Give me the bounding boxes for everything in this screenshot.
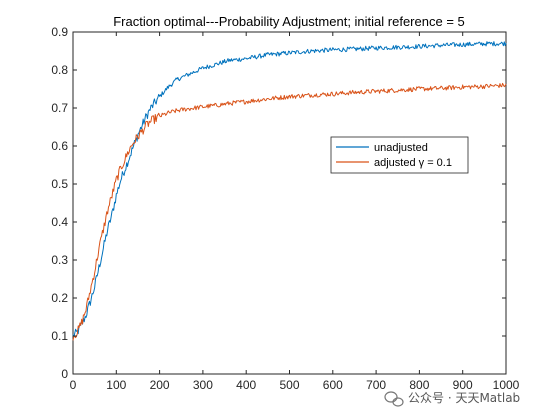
x-tick-label: 900 [453, 378, 473, 392]
x-tick-label: 200 [150, 378, 170, 392]
y-tick-label: 0.1 [51, 329, 68, 343]
x-tick-label: 700 [366, 378, 386, 392]
watermark: 公众号 · 天天Matlab [384, 391, 520, 407]
x-tick-label: 600 [323, 378, 343, 392]
x-tick-label: 0 [70, 378, 77, 392]
y-tick-label: 0.4 [51, 215, 68, 229]
y-tick-label: 0.7 [51, 101, 68, 115]
x-tick-label: 800 [409, 378, 429, 392]
legend: unadjusted adjusted γ = 0.1 [330, 136, 469, 174]
x-tick-label: 300 [193, 378, 213, 392]
y-tick-label: 0.3 [51, 253, 68, 267]
chart-title: Fraction optimal---Probability Adjustmen… [113, 14, 465, 29]
axes-box [72, 31, 507, 375]
y-tick-label: 0.6 [51, 139, 68, 153]
tick-layer: 0 100 200 300 400 500 600 700 800 900 1000 0 0.1 0.2 0… [51, 25, 519, 392]
y-tick-label: 0.5 [51, 177, 68, 191]
series-layer [72, 41, 507, 341]
legend-label-adjusted: adjusted γ = 0.1 [374, 157, 452, 169]
x-tick-label: 400 [236, 378, 256, 392]
legend-label-unadjusted: unadjusted [374, 142, 428, 154]
y-tick-label: 0 [61, 367, 68, 381]
y-tick-label: 0.2 [51, 291, 68, 305]
plot-area: 0 100 200 300 400 500 600 700 800 900 1000 0 0.1 0.2 0… [51, 25, 519, 392]
x-tick-label: 1000 [493, 378, 520, 392]
x-tick-label: 500 [279, 378, 299, 392]
wechat-icon [384, 391, 404, 407]
series-line-1 [72, 82, 507, 341]
legend-box [330, 136, 469, 174]
x-tick-label: 100 [106, 378, 126, 392]
series-line-0 [72, 41, 507, 338]
watermark-text: 公众号 · 天天Matlab [408, 391, 520, 405]
y-tick-label: 0.8 [51, 63, 68, 77]
y-tick-label: 0.9 [51, 25, 68, 39]
